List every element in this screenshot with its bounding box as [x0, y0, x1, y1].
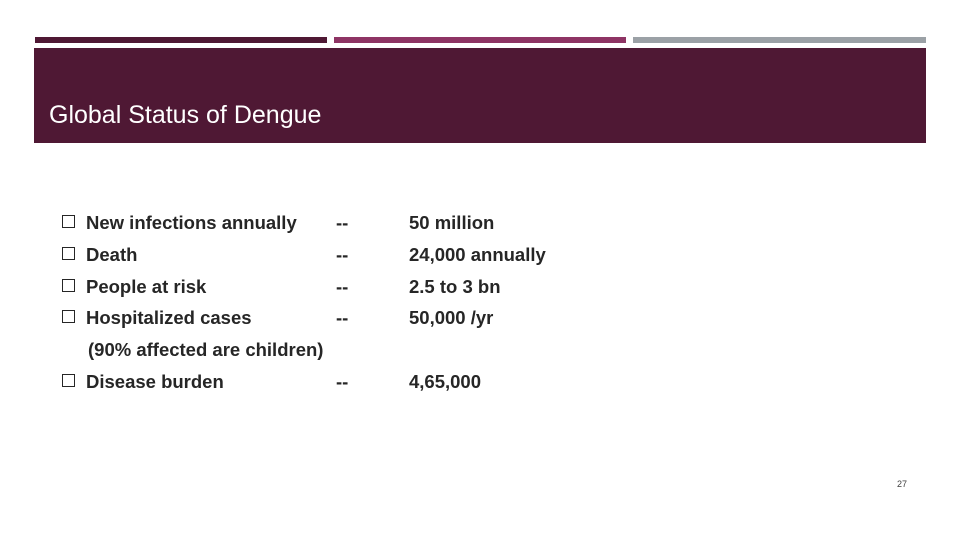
title-band: Global Status of Dengue — [34, 48, 926, 143]
item-dash: -- — [336, 212, 349, 233]
item-label: Hospitalized cases — [86, 307, 252, 328]
checkbox-bullet-icon — [62, 310, 75, 323]
checkbox-bullet-icon — [62, 279, 75, 292]
children-note: (90% affected are children) — [88, 339, 324, 360]
item-label: New infections annually — [86, 212, 297, 233]
item-value: 2.5 to 3 bn — [409, 276, 501, 297]
item-dash: -- — [336, 307, 349, 328]
item-dash: -- — [336, 244, 349, 265]
checkbox-bullet-icon — [62, 374, 75, 387]
item-dash: -- — [336, 276, 349, 297]
slide-title: Global Status of Dengue — [49, 101, 322, 129]
page-number: 27 — [897, 479, 908, 489]
accent-bar-magenta — [334, 37, 626, 43]
item-value: 4,65,000 — [409, 371, 482, 392]
item-value: 50 million — [409, 212, 495, 233]
item-label: Disease burden — [86, 371, 224, 392]
accent-bar-dark — [35, 37, 327, 43]
item-dash: -- — [336, 371, 349, 392]
checkbox-bullet-icon — [62, 247, 75, 260]
checkbox-bullet-icon — [62, 215, 75, 228]
item-label: People at risk — [86, 276, 207, 297]
item-value: 24,000 annually — [409, 244, 546, 265]
item-label: Death — [86, 244, 138, 265]
accent-bar-gray — [633, 37, 926, 43]
item-value: 50,000 /yr — [409, 307, 494, 328]
